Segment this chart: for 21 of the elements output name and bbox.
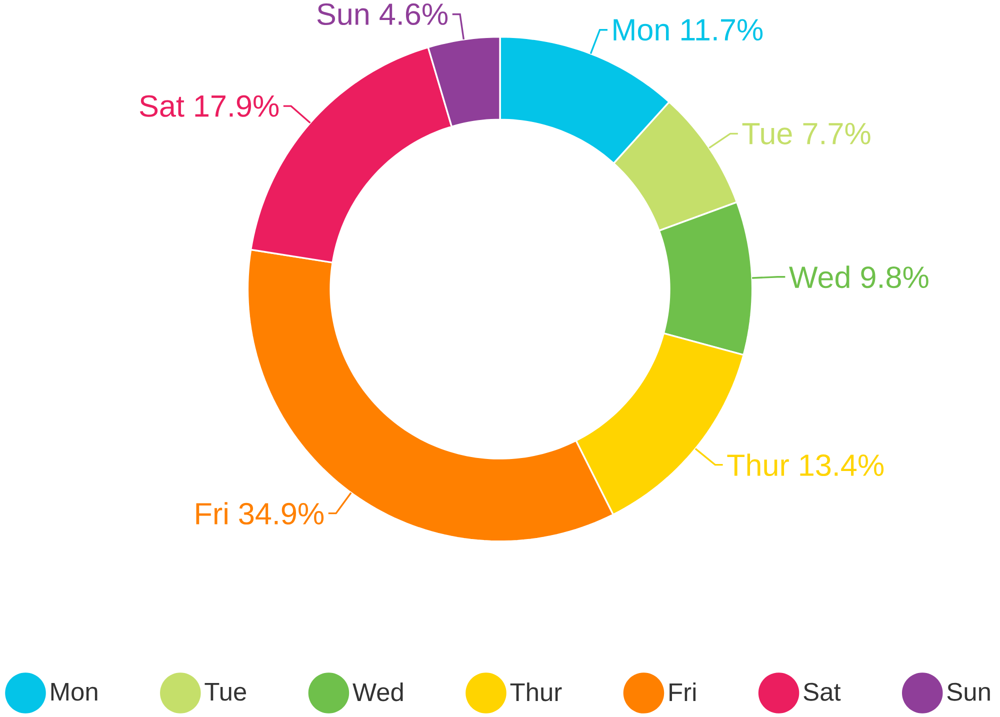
legend-label: Thur — [510, 682, 562, 702]
slice-label: Fri — [196, 502, 228, 524]
slice-label: Tue — [742, 123, 792, 145]
data-label: 34.9% — [239, 502, 324, 525]
slice-label: Sun — [317, 3, 368, 26]
legend-label: Tue — [204, 683, 246, 701]
slice-label: Sat — [140, 95, 184, 117]
slice-label: Mon — [614, 19, 669, 41]
legend-label: Wed — [352, 682, 403, 702]
legend-label: Fri — [670, 682, 696, 702]
data-label: 7.7% — [803, 123, 870, 144]
legend-label: Sat — [804, 682, 841, 701]
data-label: 9.8% — [861, 266, 928, 288]
slice-label: Thur — [727, 454, 789, 476]
data-label: 17.9% — [195, 95, 279, 117]
legend-label: Mon — [51, 683, 98, 701]
data-label: 4.6% — [380, 3, 448, 26]
data-label: 13.4% — [800, 454, 884, 476]
slice-label: Wed — [789, 266, 850, 288]
data-label: 11.7% — [682, 19, 763, 41]
legend-label: Sun — [947, 682, 990, 701]
